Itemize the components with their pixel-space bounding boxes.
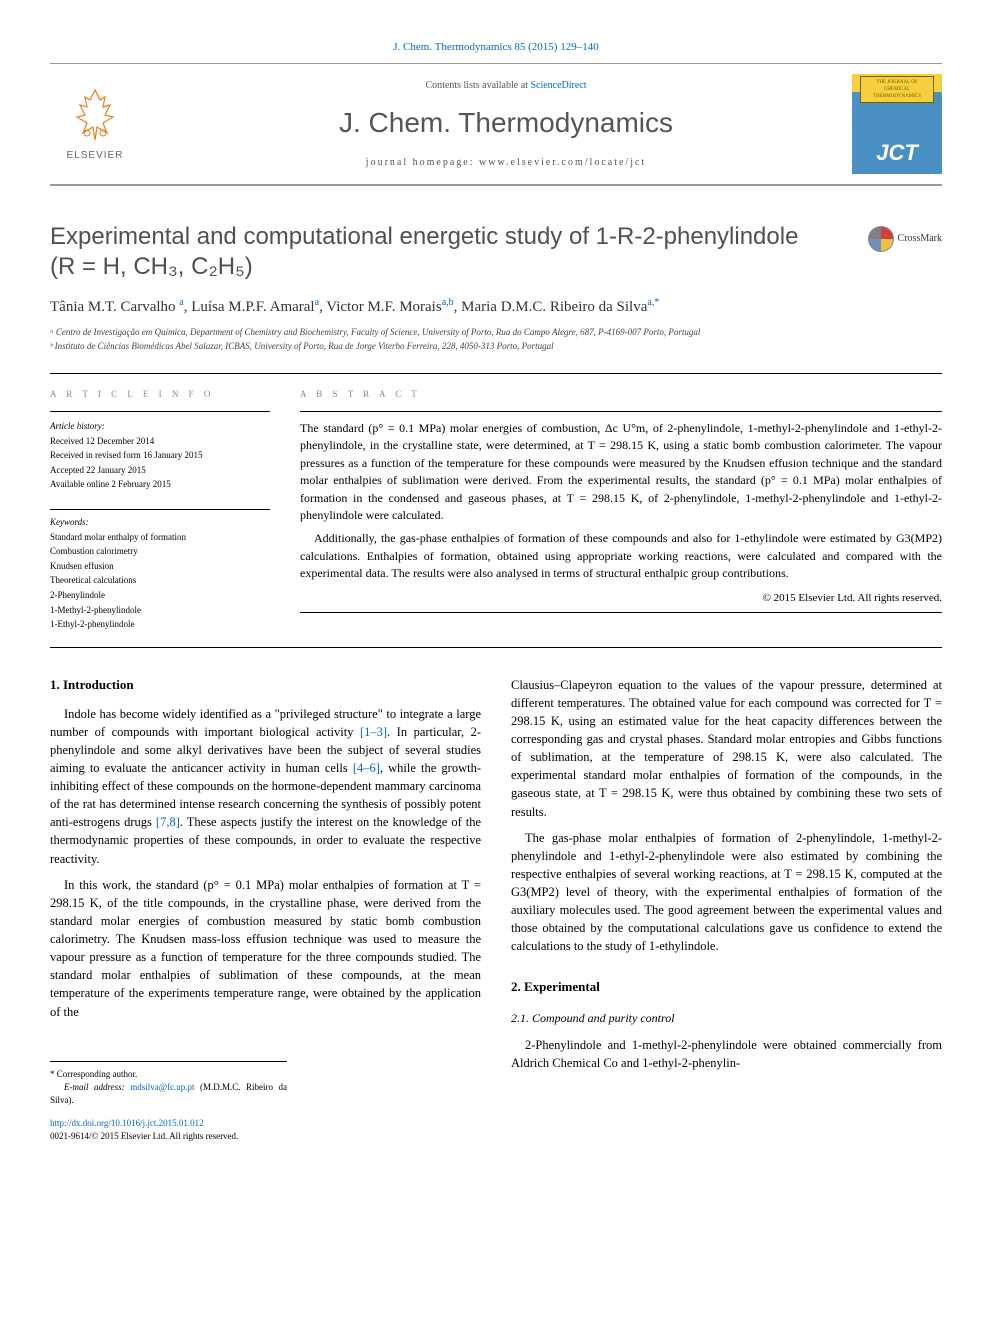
body-para: Clausius–Clapeyron equation to the value…	[511, 676, 942, 821]
affiliations: ᵃ Centro de Investigação em Química, Dep…	[50, 326, 942, 353]
affiliation-a: ᵃ Centro de Investigação em Química, Dep…	[50, 326, 942, 340]
homepage-prefix: journal homepage:	[366, 157, 479, 168]
elsevier-logo: ELSEVIER	[50, 79, 140, 169]
sciencedirect-link[interactable]: ScienceDirect	[530, 80, 586, 91]
keyword: 2-Phenylindole	[50, 589, 270, 602]
keywords-label: Keywords:	[50, 516, 270, 529]
keyword: Standard molar enthalpy of formation	[50, 531, 270, 544]
history-revised: Received in revised form 16 January 2015	[50, 449, 270, 462]
crossmark-badge[interactable]: CrossMark	[868, 226, 942, 252]
journal-cover-thumbnail: THE JOURNAL OF CHEMICAL THERMODYNAMICS J…	[852, 74, 942, 174]
left-column: 1. Introduction Indole has become widely…	[50, 676, 481, 1143]
contents-prefix: Contents lists available at	[425, 80, 530, 91]
body-para: 2-Phenylindole and 1-methyl-2-phenylindo…	[511, 1036, 942, 1072]
section-1-heading: 1. Introduction	[50, 676, 481, 695]
abstract-para: Additionally, the gas-phase enthalpies o…	[300, 530, 942, 582]
corr-email[interactable]: mdsilva@fc.up.pt	[130, 1082, 194, 1092]
journal-cover-stamp: THE JOURNAL OF CHEMICAL THERMODYNAMICS	[860, 76, 934, 103]
doi-link[interactable]: http://dx.doi.org/10.1016/j.jct.2015.01.…	[50, 1117, 481, 1130]
body-para: In this work, the standard (p° = 0.1 MPa…	[50, 876, 481, 1021]
history-accepted: Accepted 22 January 2015	[50, 464, 270, 477]
issn-copyright: 0021-9614/© 2015 Elsevier Ltd. All right…	[50, 1130, 481, 1143]
author-list: Tânia M.T. Carvalho a, Luísa M.P.F. Amar…	[50, 296, 942, 318]
elsevier-wordmark: ELSEVIER	[67, 149, 124, 163]
keyword: Knudsen effusion	[50, 560, 270, 573]
corr-label: * Corresponding author.	[50, 1068, 287, 1081]
divider	[50, 647, 942, 648]
keyword: Combustion calorimetry	[50, 545, 270, 558]
divider	[50, 373, 942, 374]
affiliation-b: ᵇ Instituto de Ciências Biomédicas Abel …	[50, 340, 942, 354]
right-column: Clausius–Clapeyron equation to the value…	[511, 676, 942, 1143]
journal-reference-line: J. Chem. Thermodynamics 85 (2015) 129–14…	[50, 40, 942, 55]
abstract-heading: A B S T R A C T	[300, 388, 942, 401]
article-history-label: Article history:	[50, 420, 270, 433]
abstract-copyright: © 2015 Elsevier Ltd. All rights reserved…	[300, 591, 942, 606]
journal-title: J. Chem. Thermodynamics	[160, 103, 852, 142]
journal-homepage-line: journal homepage: www.elsevier.com/locat…	[160, 156, 852, 170]
history-received: Received 12 December 2014	[50, 435, 270, 448]
keyword: Theoretical calculations	[50, 574, 270, 587]
journal-cover-abbrev: JCT	[852, 138, 942, 169]
history-online: Available online 2 February 2015	[50, 478, 270, 491]
email-label: E-mail address:	[64, 1082, 130, 1092]
homepage-url[interactable]: www.elsevier.com/locate/jct	[479, 157, 646, 168]
crossmark-icon	[868, 226, 894, 252]
body-para: Indole has become widely identified as a…	[50, 705, 481, 868]
corresponding-author-note: * Corresponding author. E-mail address: …	[50, 1061, 287, 1107]
article-title: Experimental and computational energetic…	[50, 222, 942, 282]
article-info-heading: A R T I C L E I N F O	[50, 388, 270, 401]
abstract-text: The standard (p° = 0.1 MPa) molar energi…	[300, 420, 942, 583]
section-2-heading: 2. Experimental	[511, 978, 942, 997]
keyword: 1-Ethyl-2-phenylindole	[50, 618, 270, 631]
keyword: 1-Methyl-2-phenylindole	[50, 604, 270, 617]
abstract-para: The standard (p° = 0.1 MPa) molar energi…	[300, 420, 942, 524]
contents-lists-line: Contents lists available at ScienceDirec…	[160, 79, 852, 93]
body-para: The gas-phase molar enthalpies of format…	[511, 829, 942, 956]
elsevier-tree-icon	[65, 85, 125, 145]
crossmark-label: CrossMark	[898, 232, 942, 246]
section-2-1-heading: 2.1. Compound and purity control	[511, 1010, 942, 1027]
masthead: ELSEVIER Contents lists available at Sci…	[50, 63, 942, 186]
